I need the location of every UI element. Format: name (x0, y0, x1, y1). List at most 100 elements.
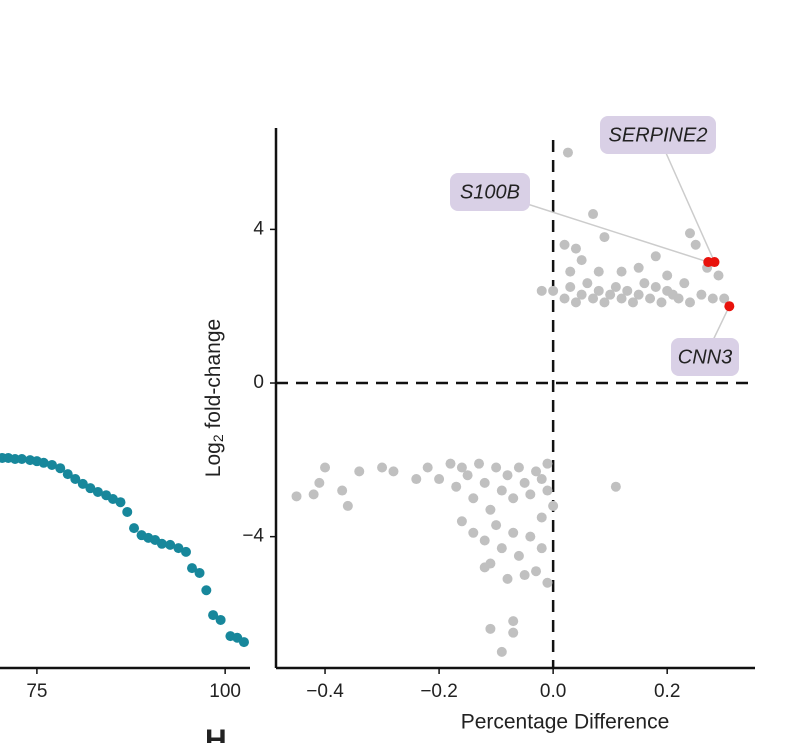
annotation-box (600, 116, 716, 154)
y-axis-label: Log2 fold-change (202, 319, 226, 477)
point (536, 543, 547, 554)
point (719, 293, 730, 304)
point (388, 466, 399, 477)
y-tick-label: 0 (253, 372, 264, 393)
x-tick-label: 100 (209, 681, 241, 702)
point (479, 562, 490, 573)
point (456, 462, 467, 473)
point (173, 543, 184, 554)
point (502, 470, 513, 481)
point (411, 474, 422, 485)
annotation-label: S100B (460, 181, 520, 203)
point (605, 289, 616, 300)
point (451, 481, 462, 492)
point (479, 535, 490, 546)
x-tick-label: 0.0 (540, 681, 566, 702)
point (536, 474, 547, 485)
point (337, 485, 348, 496)
x-tick-label: 0.2 (654, 681, 680, 702)
point (536, 512, 547, 523)
point (610, 481, 621, 492)
point (468, 493, 479, 504)
point (542, 458, 553, 469)
point (62, 469, 73, 480)
point (194, 567, 205, 578)
point (129, 523, 140, 534)
annotation-box (671, 338, 739, 376)
annotation-label: SERPINE2 (609, 124, 708, 146)
point (548, 500, 559, 511)
point (513, 462, 524, 473)
point (291, 491, 302, 502)
y-label-part: Log (202, 442, 225, 477)
x-tick-label: −0.4 (306, 681, 344, 702)
point (639, 278, 650, 289)
point (519, 570, 530, 581)
point (215, 614, 226, 625)
point (479, 477, 490, 488)
point (180, 546, 191, 557)
point (208, 610, 219, 621)
point (713, 270, 724, 281)
point (165, 539, 176, 550)
point (107, 493, 118, 504)
point (650, 251, 661, 262)
point (115, 497, 126, 508)
point (434, 474, 445, 485)
point (562, 147, 573, 158)
point (474, 458, 485, 469)
point (536, 285, 547, 296)
point (684, 297, 695, 308)
point (77, 478, 88, 489)
panel-label: H (205, 724, 227, 743)
point (485, 623, 496, 634)
point (70, 474, 81, 484)
point (622, 285, 633, 296)
point (696, 289, 707, 300)
point (468, 527, 479, 538)
y-tick-label: −4 (242, 526, 264, 547)
point (513, 550, 524, 561)
point (633, 289, 644, 300)
point (46, 459, 57, 470)
point (38, 457, 49, 468)
point (599, 297, 610, 308)
point (690, 239, 701, 250)
point (645, 293, 656, 304)
point (445, 458, 456, 469)
point (508, 493, 519, 504)
point (187, 563, 198, 574)
point (456, 516, 467, 527)
point (16, 454, 27, 465)
highlight-point (724, 301, 735, 312)
point (542, 485, 553, 496)
point (576, 289, 587, 300)
y-label-part: fold-change (202, 319, 225, 435)
point (650, 282, 661, 293)
point (570, 297, 581, 308)
point (55, 463, 66, 474)
point (525, 489, 536, 500)
point (314, 477, 325, 488)
x-tick-label: 75 (26, 681, 47, 702)
point (342, 500, 353, 511)
point (496, 485, 507, 496)
point (593, 285, 604, 296)
point (508, 527, 519, 538)
point (92, 486, 103, 497)
highlight-point (709, 257, 720, 268)
point (616, 266, 627, 277)
point (559, 293, 570, 304)
point (238, 637, 249, 648)
point (156, 538, 167, 549)
point (616, 293, 627, 304)
point (633, 262, 644, 273)
point (462, 470, 473, 481)
point (525, 531, 536, 542)
point (377, 462, 388, 473)
point (496, 646, 507, 657)
point (576, 255, 587, 266)
point (85, 483, 96, 494)
annotation-leader (657, 134, 716, 263)
